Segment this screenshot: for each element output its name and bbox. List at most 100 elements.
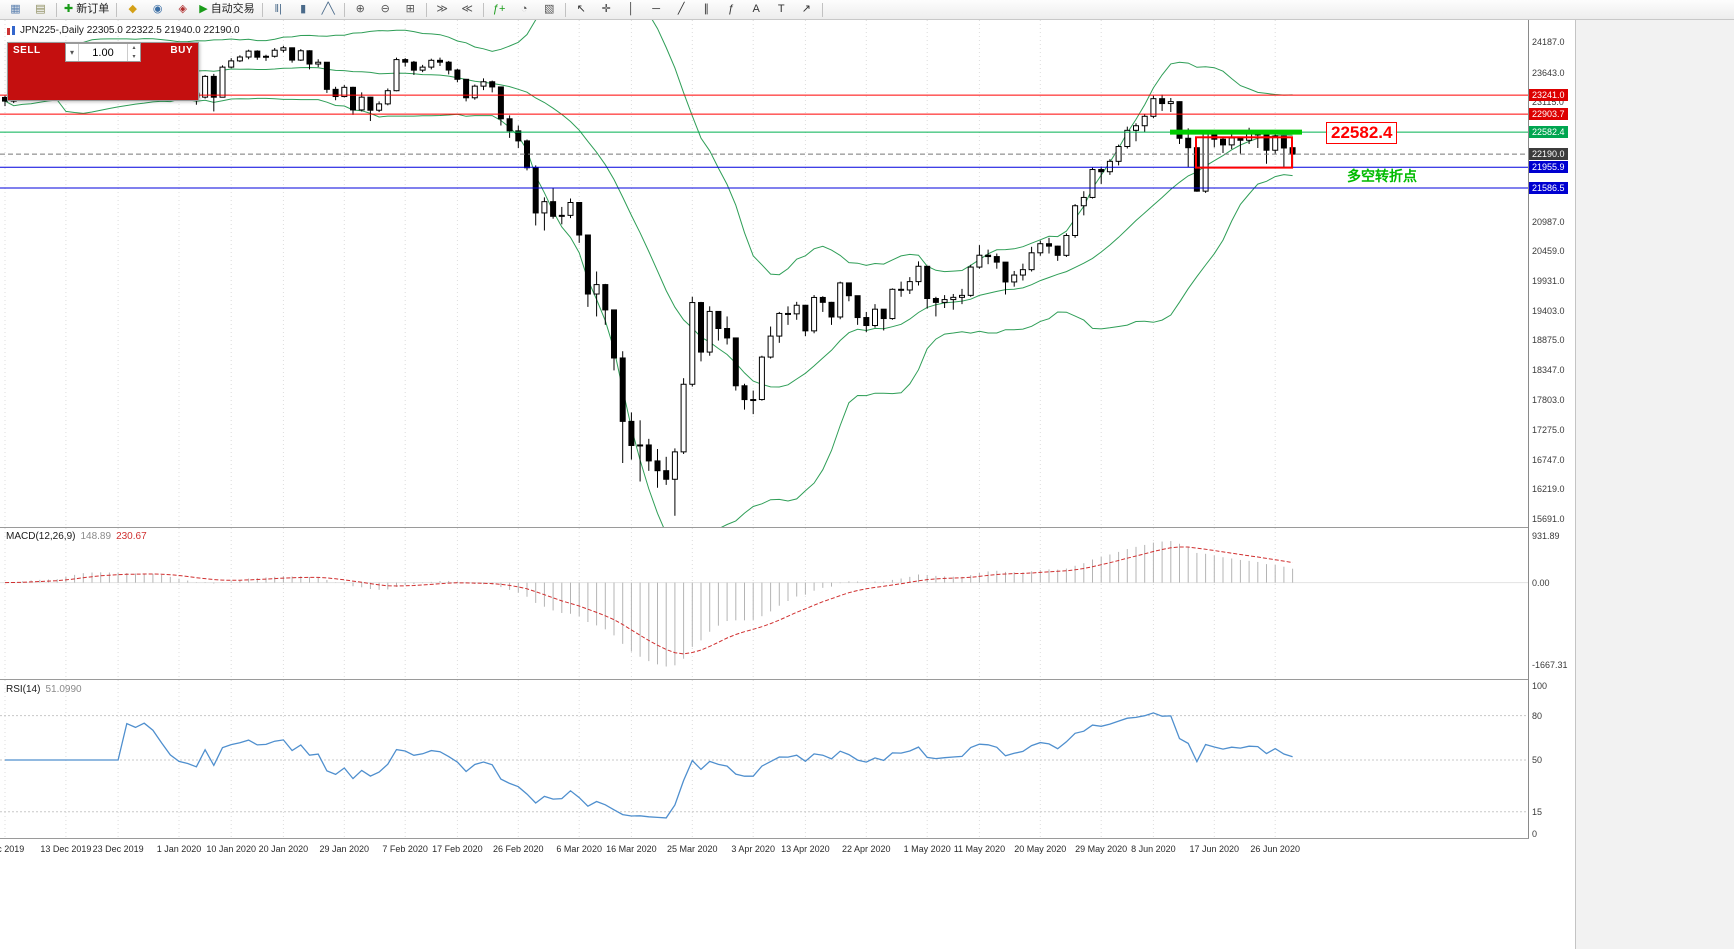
consolidation-rectangle[interactable]: [1195, 136, 1293, 169]
price-badge: 21955.9: [1529, 161, 1568, 174]
axis-label: 19403.0: [1532, 305, 1565, 316]
fibonacci-icon[interactable]: ƒ: [720, 0, 743, 19]
periods-icon[interactable]: ◔: [513, 0, 536, 19]
candlestick-chart-icon: ▮: [300, 3, 307, 15]
date-label: 6 Mar 2020: [556, 844, 602, 854]
axis-label: 100: [1532, 681, 1548, 691]
bar-chart-icon: ‖|: [274, 3, 282, 15]
annotation-note[interactable]: 多空转折点: [1347, 168, 1417, 184]
date-label: 25 Mar 2020: [667, 844, 718, 854]
profiles-icon[interactable]: ▤: [29, 0, 52, 19]
volume-up-button[interactable]: ▴: [132, 45, 136, 51]
label-icon: T: [777, 3, 785, 15]
new-order-button-label: 新订单: [76, 3, 110, 15]
chart-shift-icon: ≪: [461, 3, 473, 15]
axis-label: 20459.0: [1532, 246, 1565, 257]
volume-input[interactable]: [79, 44, 127, 61]
toolbar-separator: [425, 2, 427, 17]
text-icon: A: [752, 3, 760, 15]
sell-button[interactable]: SELL: [8, 43, 103, 100]
axis-label: 15: [1532, 806, 1543, 817]
indicators-icon: ƒ+: [492, 3, 506, 15]
vertical-line-icon: │: [627, 3, 635, 15]
volume-down-button[interactable]: ▾: [132, 53, 136, 60]
community-icon[interactable]: ◉: [146, 0, 169, 19]
tile-windows-icon[interactable]: ⊞: [399, 0, 422, 19]
text-icon[interactable]: A: [745, 0, 768, 19]
candlestick-chart-icon[interactable]: ▮: [292, 0, 315, 19]
channel-icon[interactable]: ∥: [695, 0, 718, 19]
rsi-pane: [0, 712, 1528, 819]
date-label: 7 Feb 2020: [382, 844, 428, 854]
toolbar-separator: [56, 2, 57, 17]
toolbar-separator: [482, 2, 484, 17]
chart-canvas[interactable]: [0, 20, 1528, 856]
cursor-icon: ↖: [576, 3, 586, 15]
date-label: 13 Dec 2019: [40, 844, 92, 854]
trendline-icon[interactable]: ╱: [670, 0, 693, 19]
date-label: 26 Jun 2020: [1250, 844, 1300, 854]
pane-separator-dates: [0, 838, 1575, 839]
pane-separator-rsi[interactable]: [0, 679, 1575, 680]
macd-pane: [0, 541, 1528, 667]
arrow-icon[interactable]: ↗: [795, 0, 818, 19]
price-callout-label[interactable]: 22582.4: [1326, 122, 1398, 144]
axis-label: 50: [1532, 755, 1543, 765]
new-order-icon: ✚: [64, 3, 74, 15]
axis-label: 23115.0: [1532, 97, 1564, 108]
alerts-icon[interactable]: ◆: [121, 0, 144, 19]
indicators-icon[interactable]: ƒ+: [488, 0, 511, 19]
vertical-line-icon[interactable]: │: [620, 0, 643, 19]
arrow-icon: ↗: [801, 3, 811, 15]
date-label: 20 Jan 2020: [258, 844, 309, 854]
zoom-in-icon[interactable]: ⊕: [349, 0, 372, 19]
macd-signal-value: 230.67: [116, 531, 147, 542]
autotrading-button[interactable]: ▶ 自动交易: [196, 0, 257, 19]
grid-lines: [4, 20, 1276, 838]
pane-separator-macd[interactable]: [0, 527, 1575, 528]
horizontal-line-icon: ─: [652, 3, 661, 15]
news-icon: ◈: [178, 3, 187, 15]
crosshair-icon: ✛: [601, 3, 611, 15]
macd-label: MACD(12,26,9) 148.89 230.67: [6, 531, 147, 542]
price-badge: 21586.5: [1529, 182, 1568, 195]
chart-shift-icon[interactable]: ≪: [456, 0, 479, 19]
profiles-icon: ▤: [35, 3, 46, 15]
date-label: 20 May 2020: [1014, 844, 1067, 854]
price-badge: 23241.0: [1529, 89, 1568, 102]
axis-label: 18347.0: [1532, 364, 1565, 375]
templates-icon: ▧: [543, 3, 555, 15]
trendline-icon: ╱: [677, 3, 685, 15]
chart-title: JPN225-,Daily 22305.0 22322.5 21940.0 22…: [6, 25, 240, 36]
toolbar-separator: [116, 2, 118, 17]
date-label: 16 Mar 2020: [606, 844, 657, 854]
axis-label: 24187.0: [1532, 37, 1565, 47]
new-chart-icon: ▦: [10, 3, 21, 15]
cursor-icon[interactable]: ↖: [570, 0, 593, 19]
volume-input-group: ▾ ▴ ▾: [65, 43, 141, 62]
axis-label: 23643.0: [1532, 67, 1565, 78]
bar-chart-icon[interactable]: ‖|: [267, 0, 290, 19]
new-order-button[interactable]: ✚ 新订单: [61, 0, 112, 19]
axis-label: 18875.0: [1532, 335, 1565, 346]
macd-value: 148.89: [80, 531, 112, 542]
date-label: 29 Jan 2020: [319, 844, 370, 854]
horizontal-line-icon[interactable]: ─: [645, 0, 668, 19]
line-chart-icon[interactable]: ╱╲: [317, 0, 340, 19]
price-axis[interactable]: 24187.0 23643.0 23115.0 20987.0 20459.0 19931…: [1529, 20, 1575, 856]
horizontal-lines[interactable]: [0, 94, 1528, 189]
templates-icon[interactable]: ▧: [538, 0, 561, 19]
auto-scroll-icon[interactable]: ≫: [431, 0, 454, 19]
chart-workspace: 24187.0 23643.0 23115.0 20987.0 20459.0 19931…: [0, 20, 1734, 949]
axis-label: 80: [1532, 710, 1543, 721]
crosshair-icon[interactable]: ✛: [595, 0, 618, 19]
news-icon[interactable]: ◈: [171, 0, 194, 19]
zoom-out-icon[interactable]: ⊖: [374, 0, 397, 19]
sell-label: SELL: [13, 45, 41, 56]
rsi-value: 51.0990: [45, 684, 82, 695]
volume-dropdown-button[interactable]: ▾: [66, 44, 79, 61]
new-chart-icon[interactable]: ▦: [4, 0, 27, 19]
label-icon[interactable]: T: [770, 0, 793, 19]
